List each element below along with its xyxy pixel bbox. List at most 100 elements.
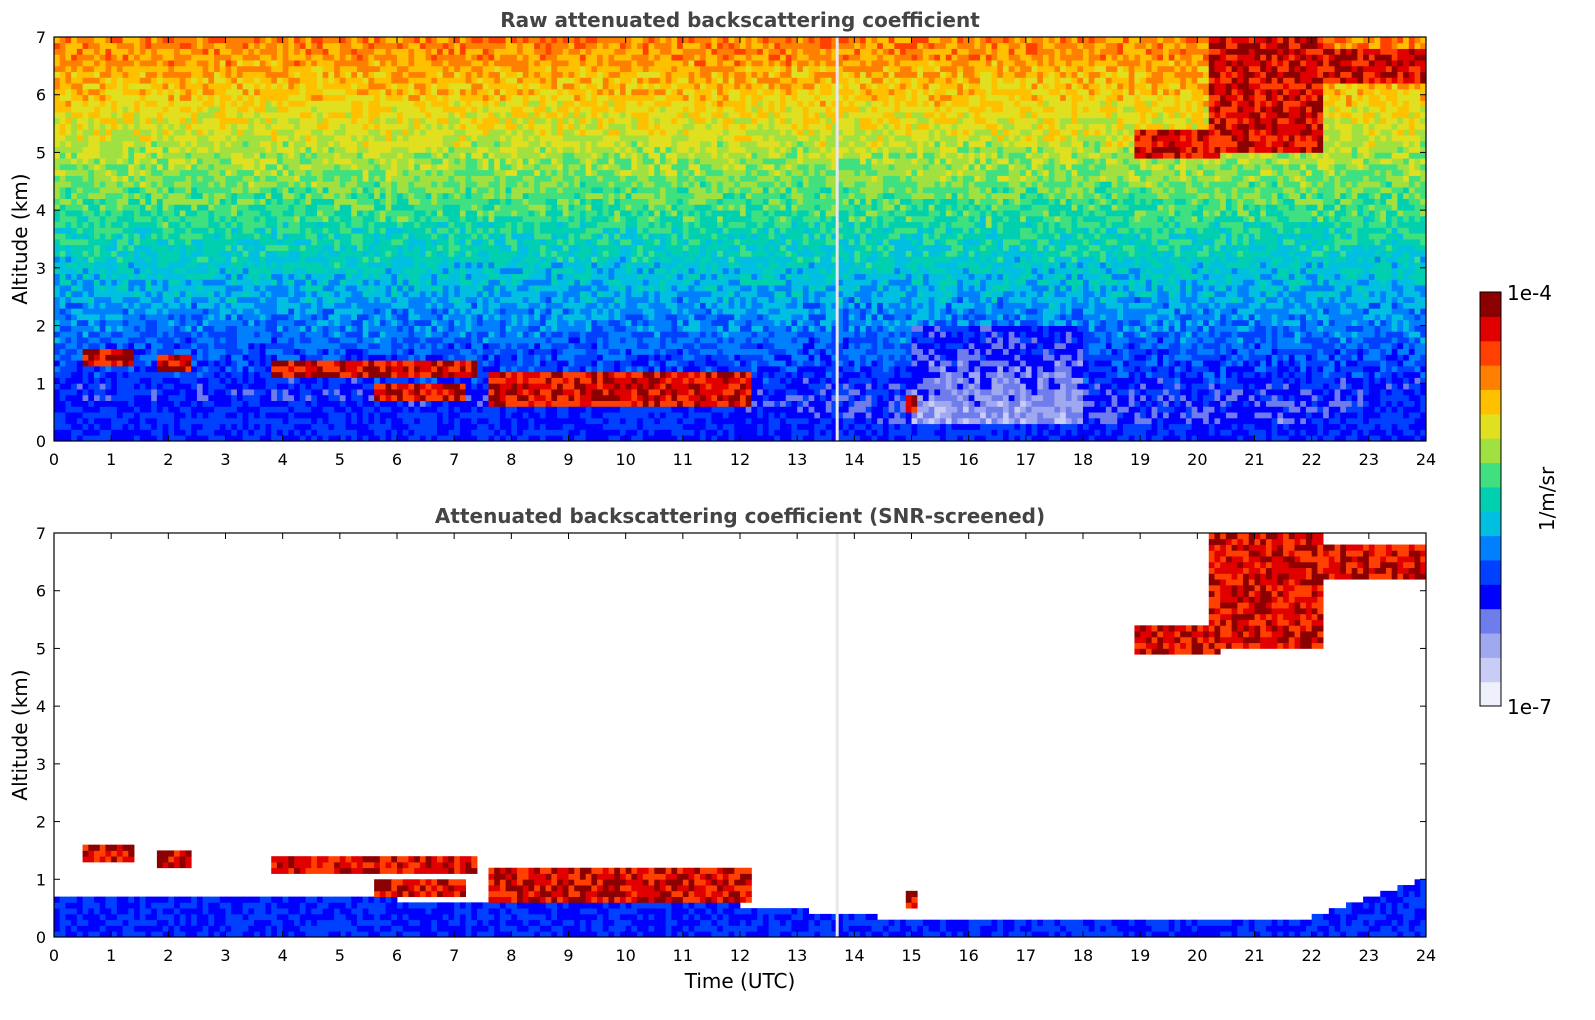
backscatter-cell — [334, 71, 341, 78]
backscatter-cell — [82, 71, 89, 78]
backscatter-cell — [419, 42, 426, 49]
backscatter-cell — [339, 54, 346, 61]
backscatter-cell — [248, 285, 255, 292]
backscatter-cell — [311, 244, 318, 251]
backscatter-cell — [339, 337, 346, 344]
backscatter-cell — [374, 308, 381, 315]
backscatter-cell — [134, 48, 141, 55]
backscatter-cell — [328, 389, 335, 396]
backscatter-cell — [437, 106, 444, 113]
backscatter-cell — [265, 239, 272, 246]
backscatter-cell — [368, 244, 375, 251]
backscatter-cell — [168, 198, 175, 205]
backscatter-cell — [419, 400, 426, 407]
backscatter-cell — [174, 354, 181, 361]
backscatter-cell — [402, 215, 409, 223]
backscatter-cell — [76, 112, 83, 119]
backscatter-cell — [276, 302, 284, 309]
backscatter-cell — [322, 383, 329, 390]
backscatter-cell — [322, 48, 329, 55]
backscatter-cell — [248, 348, 255, 355]
backscatter-cell — [374, 337, 381, 344]
backscatter-cell — [322, 152, 329, 159]
backscatter-cell — [59, 354, 66, 361]
backscatter-cell — [299, 77, 306, 84]
backscatter-cell — [328, 140, 335, 148]
backscatter-cell — [59, 348, 66, 355]
backscatter-cell — [208, 204, 215, 211]
backscatter-cell — [425, 169, 432, 176]
backscatter-cell — [242, 163, 249, 171]
backscatter-cell — [294, 54, 301, 61]
backscatter-cell — [356, 204, 364, 211]
backscatter-cell — [94, 319, 101, 326]
backscatter-cell — [88, 42, 95, 49]
backscatter-cell — [59, 117, 66, 124]
backscatter-cell — [185, 117, 192, 124]
backscatter-cell — [174, 331, 181, 338]
backscatter-cell — [231, 94, 238, 101]
backscatter-cell — [219, 302, 226, 309]
backscatter-cell — [116, 192, 123, 199]
backscatter-cell — [374, 389, 381, 396]
backscatter-cell — [99, 146, 106, 153]
backscatter-cell — [231, 314, 238, 321]
backscatter-cell — [345, 325, 352, 332]
backscatter-cell — [334, 365, 341, 373]
backscatter-cell — [299, 233, 306, 240]
backscatter-cell — [448, 273, 455, 280]
backscatter-cell — [225, 250, 232, 257]
backscatter-cell — [431, 204, 438, 211]
backscatter-cell — [88, 204, 95, 211]
backscatter-cell — [276, 42, 284, 49]
backscatter-cell — [454, 417, 461, 425]
backscatter-cell — [76, 140, 83, 148]
backscatter-cell — [76, 135, 83, 142]
backscatter-cell — [54, 377, 61, 384]
backscatter-cell — [65, 342, 72, 350]
backscatter-cell — [219, 394, 226, 401]
backscatter-cell — [156, 389, 164, 396]
backscatter-cell — [151, 129, 158, 136]
backscatter-cell — [316, 383, 324, 390]
backscatter-cell — [282, 221, 289, 228]
backscatter-cell — [156, 233, 164, 240]
backscatter-cell — [345, 210, 352, 217]
backscatter-cell — [236, 239, 244, 246]
backscatter-cell — [156, 325, 164, 332]
backscatter-cell — [316, 423, 324, 430]
backscatter-cell — [356, 112, 364, 119]
backscatter-cell — [202, 314, 209, 321]
backscatter-cell — [145, 112, 152, 119]
backscatter-cell — [76, 187, 83, 194]
backscatter-cell — [351, 65, 358, 73]
backscatter-cell — [225, 210, 232, 217]
backscatter-cell — [231, 146, 238, 153]
backscatter-cell — [168, 308, 175, 315]
backscatter-cell — [414, 406, 421, 413]
backscatter-cell — [111, 308, 118, 315]
backscatter-cell — [151, 417, 158, 425]
backscatter-cell — [391, 71, 398, 78]
backscatter-cell — [334, 169, 341, 176]
backscatter-cell — [402, 354, 409, 361]
backscatter-cell — [111, 262, 118, 269]
backscatter-cell — [254, 65, 261, 73]
backscatter-cell — [59, 314, 66, 321]
backscatter-cell — [351, 239, 358, 246]
backscatter-cell — [254, 389, 261, 396]
backscatter-cell — [391, 152, 398, 159]
backscatter-cell — [414, 198, 421, 205]
backscatter-cell — [248, 342, 255, 350]
backscatter-cell — [316, 302, 324, 309]
backscatter-cell — [174, 135, 181, 142]
backscatter-cell — [225, 354, 232, 361]
backscatter-cell — [288, 100, 295, 107]
backscatter-cell — [305, 65, 312, 73]
backscatter-cell — [236, 296, 244, 303]
backscatter-cell — [322, 400, 329, 407]
backscatter-cell — [202, 279, 209, 286]
backscatter-cell — [431, 314, 438, 321]
backscatter-cell — [425, 383, 432, 390]
backscatter-cell — [214, 204, 221, 211]
